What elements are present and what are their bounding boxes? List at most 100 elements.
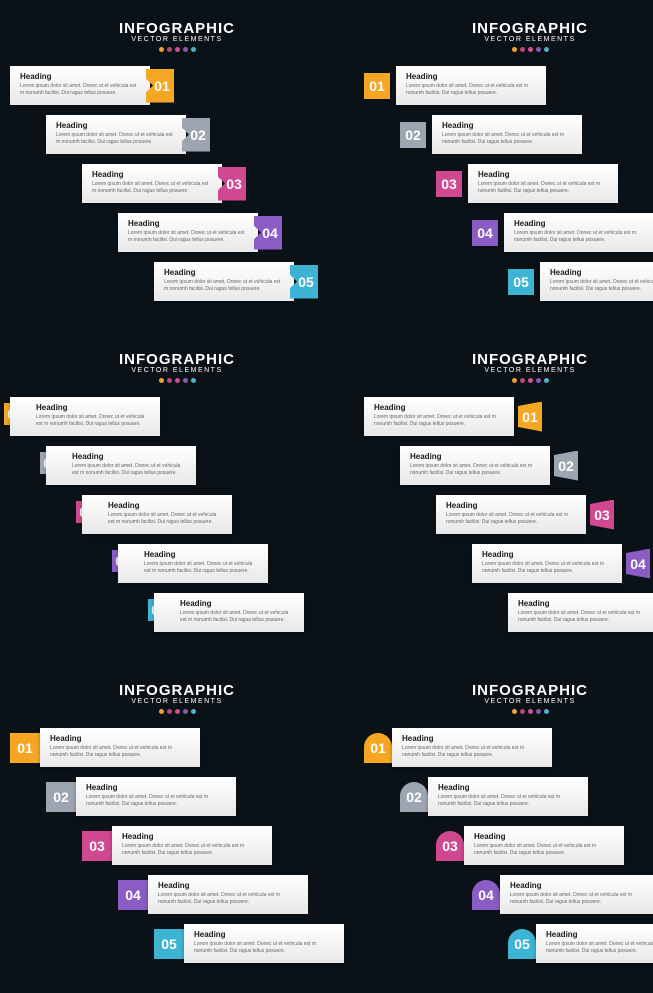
step-number-badge: 05 bbox=[508, 269, 534, 295]
step-card: HeadingLorem ipsum dolor sit amet. Donec… bbox=[118, 213, 258, 252]
step-item: 01HeadingLorem ipsum dolor sit amet. Don… bbox=[10, 397, 344, 436]
step-body-text: Lorem ipsum dolor sit amet. Donec ut et … bbox=[92, 181, 212, 195]
step-heading: Heading bbox=[474, 832, 614, 841]
step-card: HeadingLorem ipsum dolor sit amet. Donec… bbox=[148, 875, 308, 914]
step-number-badge: 03 bbox=[218, 167, 246, 201]
panel-header: INFOGRAPHICVECTOR ELEMENTS bbox=[10, 682, 344, 714]
step-heading: Heading bbox=[550, 268, 653, 277]
step-number-badge: 02 bbox=[46, 782, 76, 812]
dot-icon bbox=[528, 709, 533, 714]
step-item: 04 Heading Lorem ipsum dolor sit amet. Don… bbox=[472, 875, 653, 914]
step-body-text: Lorem ipsum dolor sit amet. Donec ut et … bbox=[438, 794, 568, 808]
step-card: HeadingLorem ipsum dolor sit amet. Donec… bbox=[504, 213, 653, 252]
step-card: Heading Lorem ipsum dolor sit amet. Donec… bbox=[392, 728, 552, 767]
step-body-text: Lorem ipsum dolor sit amet. Donec ut et … bbox=[128, 230, 248, 244]
step-number-badge: 02 bbox=[554, 451, 578, 481]
step-card: HeadingLorem ipsum dolor sit amet. Donec… bbox=[10, 397, 160, 436]
step-card: HeadingLorem ipsum dolor sit amet. Donec… bbox=[154, 262, 294, 301]
infographic-panel: INFOGRAPHICVECTOR ELEMENTS 01HeadingLorem… bbox=[10, 351, 344, 642]
panel-subtitle: VECTOR ELEMENTS bbox=[364, 367, 653, 374]
panel-title: INFOGRAPHIC bbox=[364, 682, 653, 699]
dot-icon bbox=[528, 47, 533, 52]
dot-icon bbox=[159, 47, 164, 52]
step-number-badge: 04 bbox=[472, 220, 498, 246]
panel-dots bbox=[10, 47, 344, 52]
step-number-badge: 04 bbox=[472, 880, 500, 910]
step-number-badge: 01 bbox=[146, 69, 174, 103]
step-item: 04HeadingLorem ipsum dolor sit amet. Don… bbox=[472, 213, 653, 252]
step-number-badge: 01 bbox=[364, 733, 392, 763]
step-item: HeadingLorem ipsum dolor sit amet. Donec… bbox=[436, 495, 653, 534]
step-heading: Heading bbox=[56, 121, 176, 130]
step-body-text: Lorem ipsum dolor sit amet. Donec ut et … bbox=[180, 610, 294, 624]
step-number-badge: 04 bbox=[626, 549, 650, 579]
step-item: HeadingLorem ipsum dolor sit amet. Donec… bbox=[118, 213, 344, 252]
step-item: HeadingLorem ipsum dolor sit amet. Donec… bbox=[10, 66, 344, 105]
panel-title: INFOGRAPHIC bbox=[10, 20, 344, 37]
step-item: HeadingLorem ipsum dolor sit amet. Donec… bbox=[472, 544, 653, 583]
panel-subtitle: VECTOR ELEMENTS bbox=[364, 36, 653, 43]
step-body-text: Lorem ipsum dolor sit amet. Donec ut et … bbox=[442, 132, 572, 146]
panel-title: INFOGRAPHIC bbox=[364, 20, 653, 37]
step-card: HeadingLorem ipsum dolor sit amet. Donec… bbox=[396, 66, 546, 105]
step-heading: Heading bbox=[122, 832, 262, 841]
step-body-text: Lorem ipsum dolor sit amet. Donec ut et … bbox=[50, 745, 180, 759]
step-heading: Heading bbox=[406, 72, 536, 81]
step-heading: Heading bbox=[108, 501, 222, 510]
step-body-text: Lorem ipsum dolor sit amet. Donec ut et … bbox=[374, 414, 504, 428]
step-card: HeadingLorem ipsum dolor sit amet. Donec… bbox=[154, 593, 304, 632]
step-body-text: Lorem ipsum dolor sit amet. Donec ut et … bbox=[518, 610, 648, 624]
step-heading: Heading bbox=[510, 881, 650, 890]
dot-icon bbox=[512, 709, 517, 714]
dot-icon bbox=[167, 47, 172, 52]
dot-icon bbox=[536, 709, 541, 714]
step-card: HeadingLorem ipsum dolor sit amet. Donec… bbox=[468, 164, 618, 203]
step-card: HeadingLorem ipsum dolor sit amet. Donec… bbox=[82, 164, 222, 203]
steps-container: 01HeadingLorem ipsum dolor sit amet. Don… bbox=[364, 66, 653, 301]
step-heading: Heading bbox=[402, 734, 542, 743]
step-item: HeadingLorem ipsum dolor sit amet. Donec… bbox=[400, 446, 653, 485]
step-card: HeadingLorem ipsum dolor sit amet. Donec… bbox=[432, 115, 582, 154]
steps-container: 01HeadingLorem ipsum dolor sit amet. Don… bbox=[10, 728, 344, 963]
dot-icon bbox=[175, 378, 180, 383]
dot-icon bbox=[175, 709, 180, 714]
step-body-text: Lorem ipsum dolor sit amet. Donec ut et … bbox=[72, 463, 186, 477]
panel-header: INFOGRAPHICVECTOR ELEMENTS bbox=[364, 351, 653, 383]
step-body-text: Lorem ipsum dolor sit amet. Donec ut et … bbox=[194, 941, 324, 955]
step-item: 02HeadingLorem ipsum dolor sit amet. Don… bbox=[400, 777, 653, 816]
step-heading: Heading bbox=[446, 501, 576, 510]
step-body-text: Lorem ipsum dolor sit amet. Donec ut et … bbox=[482, 561, 612, 575]
panel-header: INFOGRAPHICVECTOR ELEMENTS bbox=[10, 351, 344, 383]
steps-container: 01 Heading Lorem ipsum dolor sit amet. Don… bbox=[364, 728, 653, 963]
step-heading: Heading bbox=[50, 734, 190, 743]
infographic-panel: INFOGRAPHICVECTOR ELEMENTSHeadingLorem i… bbox=[10, 20, 344, 311]
step-number-badge: 01 bbox=[518, 402, 542, 432]
infographic-panel: INFOGRAPHICVECTOR ELEMENTS 01HeadingLorem… bbox=[364, 20, 653, 311]
step-body-text: Lorem ipsum dolor sit amet. Donec ut et … bbox=[410, 463, 540, 477]
panel-title: INFOGRAPHIC bbox=[10, 682, 344, 699]
step-item: 03HeadingLorem ipsum dolor sit amet. Don… bbox=[82, 826, 344, 865]
step-heading: Heading bbox=[374, 403, 504, 412]
step-card: HeadingLorem ipsum dolor sit amet. Donec… bbox=[76, 777, 236, 816]
step-body-text: Lorem ipsum dolor sit amet. Donec ut et … bbox=[510, 892, 640, 906]
panel-dots bbox=[10, 378, 344, 383]
step-item: 05HeadingLorem ipsum dolor sit amet. Don… bbox=[154, 593, 344, 632]
step-card: Heading Lorem ipsum dolor sit amet. Donec… bbox=[40, 728, 200, 767]
dot-icon bbox=[544, 709, 549, 714]
step-heading: Heading bbox=[72, 452, 186, 461]
step-body-text: Lorem ipsum dolor sit amet. Donec ut et … bbox=[550, 279, 653, 293]
step-item: 01HeadingLorem ipsum dolor sit amet. Don… bbox=[10, 728, 344, 767]
dot-icon bbox=[528, 378, 533, 383]
step-card: HeadingLorem ipsum dolor sit amet. Donec… bbox=[112, 826, 272, 865]
steps-container: Heading Lorem ipsum dolor sit amet. Donec… bbox=[364, 397, 653, 632]
step-heading: Heading bbox=[20, 72, 140, 81]
step-item: 02HeadingLorem ipsum dolor sit amet. Don… bbox=[46, 777, 344, 816]
step-heading: Heading bbox=[158, 881, 298, 890]
step-body-text: Lorem ipsum dolor sit amet. Donec ut et … bbox=[402, 745, 532, 759]
step-item: 05HeadingLorem ipsum dolor sit amet. Don… bbox=[508, 924, 653, 963]
step-card: HeadingLorem ipsum dolor sit amet. Donec… bbox=[400, 446, 550, 485]
panel-subtitle: VECTOR ELEMENTS bbox=[10, 367, 344, 374]
dot-icon bbox=[536, 47, 541, 52]
dot-icon bbox=[520, 378, 525, 383]
dot-icon bbox=[512, 47, 517, 52]
